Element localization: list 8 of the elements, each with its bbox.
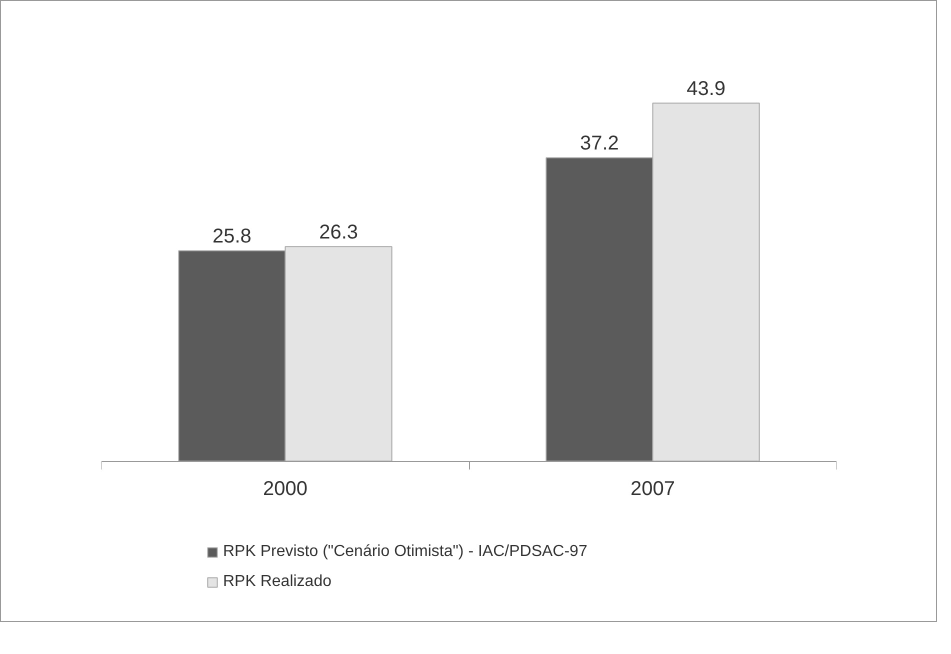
data-label: 37.2	[580, 132, 619, 155]
x-tick-label: 2007	[630, 478, 676, 500]
data-label: 25.8	[212, 226, 252, 248]
data-label: 43.9	[686, 78, 726, 100]
legend-label: RPK Realizado	[223, 573, 332, 591]
legend-label: RPK Previsto ("Cenário Otimista") - IAC/PDSAC-97	[223, 543, 588, 561]
x-tick-label: 2000	[263, 478, 308, 500]
data-label: 26.3	[319, 222, 358, 244]
